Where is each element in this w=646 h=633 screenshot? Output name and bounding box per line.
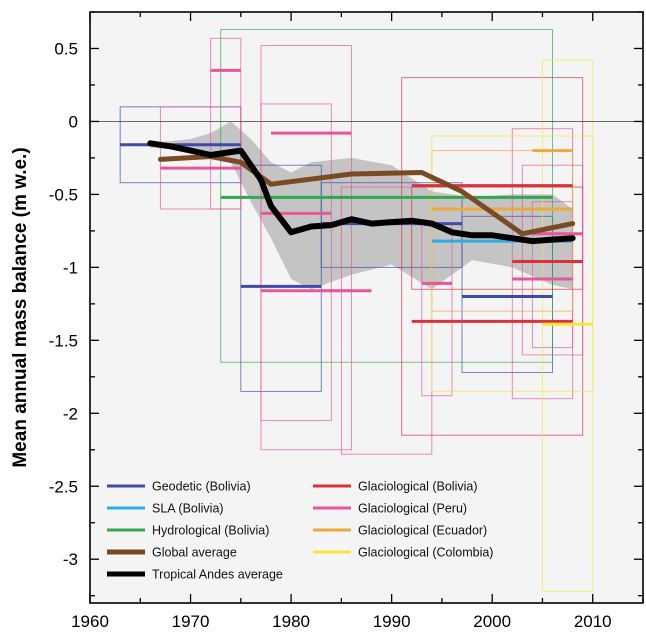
x-axis: 1960 1970 1980 1990 2000 2010 (71, 12, 644, 631)
legend-label: Glaciological (Colombia) (358, 546, 493, 560)
uncertainty-envelope (150, 121, 573, 290)
legend-label: SLA (Bolivia) (152, 502, 224, 516)
series-line-global-average (157, 154, 576, 237)
error-box (240, 164, 322, 392)
x-tick-label: 1990 (373, 612, 411, 631)
legend-label: Glaciological (Peru) (358, 502, 467, 516)
y-tick-label: -2 (63, 404, 78, 423)
legend-label: Hydrological (Bolivia) (152, 524, 269, 538)
y-axis: 0.5 0 -0.5 -1 -1.5 -2 -2.5 -3 (49, 11, 643, 597)
plot-background (90, 12, 643, 603)
error-box (260, 45, 352, 451)
y-axis-title: Mean annual mass balance (m w.e.) (10, 147, 31, 467)
plot-frame (89, 11, 644, 604)
y-tick-label: -1 (63, 258, 78, 277)
segment-layer (120, 68, 593, 326)
legend-label: Glaciological (Bolivia) (358, 480, 478, 494)
x-tick-label: 2010 (574, 612, 612, 631)
series-layer (147, 140, 576, 245)
envelope-layer (150, 121, 573, 290)
legend-label: Glaciological (Ecuador) (358, 524, 487, 538)
y-tick-label: -0.5 (49, 185, 78, 204)
legend: Geodetic (Bolivia) SLA (Bolivia) Hydrologi… (107, 480, 493, 582)
y-tick-label: 0 (69, 112, 78, 131)
legend-label: Global average (152, 546, 237, 560)
legend-label: Geodetic (Bolivia) (152, 480, 251, 494)
x-tick-label: 1970 (172, 612, 210, 631)
legend-label: Tropical Andes average (152, 568, 283, 582)
series-line-tropical-andes-average (147, 140, 576, 245)
y-tick-label: -1.5 (49, 331, 78, 350)
y-tick-label: 0.5 (54, 39, 78, 58)
y-tick-label: -2.5 (49, 477, 78, 496)
x-tick-label: 1960 (71, 612, 109, 631)
x-tick-label: 2000 (473, 612, 511, 631)
y-tick-label: -3 (63, 550, 78, 569)
x-tick-label: 1980 (272, 612, 310, 631)
